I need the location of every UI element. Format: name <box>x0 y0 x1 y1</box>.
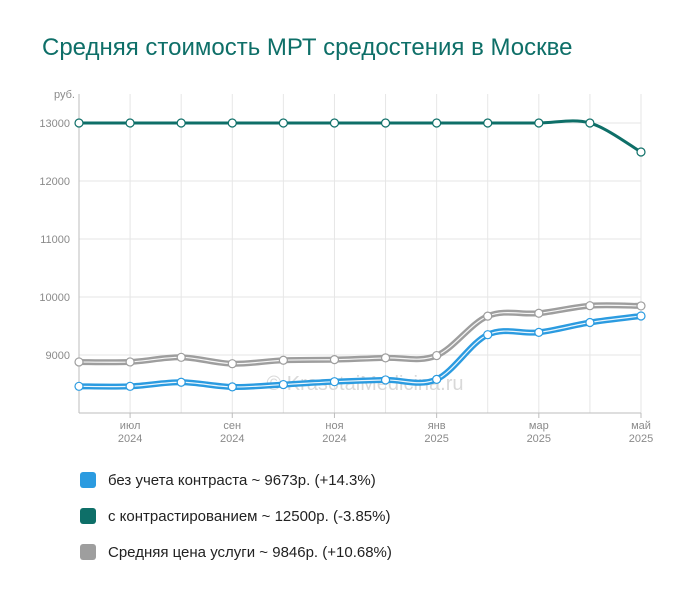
data-point-no-contrast <box>74 381 84 391</box>
data-point-average <box>329 355 340 365</box>
x-tick-year: 2024 <box>322 433 346 445</box>
x-tick-month: ноя <box>325 420 343 432</box>
legend-swatch-no-contrast <box>80 472 96 488</box>
data-point-average <box>380 353 391 363</box>
data-point-contrast <box>636 147 646 157</box>
data-point-contrast <box>380 118 391 128</box>
data-point-contrast <box>74 118 84 128</box>
data-point-no-contrast <box>176 377 186 387</box>
data-point-average <box>483 311 493 321</box>
data-point-contrast <box>534 118 544 128</box>
data-point-no-contrast <box>380 375 391 385</box>
data-point-average <box>176 352 186 362</box>
x-tick-year: 2025 <box>424 433 448 445</box>
y-tick-label: 12000 <box>39 176 70 188</box>
y-tick-label: 10000 <box>39 292 70 304</box>
data-point-average <box>227 359 237 369</box>
data-point-contrast <box>176 118 186 128</box>
data-point-contrast <box>432 118 442 128</box>
data-point-average <box>636 301 646 311</box>
data-point-contrast <box>483 118 493 128</box>
data-point-no-contrast <box>585 317 595 328</box>
legend-label-contrast: с контрастированием ~ 12500р. (-3.85%) <box>108 507 391 525</box>
x-tick-month: июл <box>120 420 141 432</box>
data-point-contrast <box>227 118 237 128</box>
data-point-no-contrast <box>125 381 135 391</box>
x-tick-month: янв <box>428 420 446 432</box>
legend-item-contrast[interactable]: с контрастированием ~ 12500р. (-3.85%) <box>80 498 392 534</box>
x-tick-month: май <box>631 420 651 432</box>
legend-label-no-contrast: без учета контраста ~ 9673р. (+14.3%) <box>108 471 376 489</box>
data-point-no-contrast <box>534 327 544 337</box>
data-point-no-contrast <box>483 330 493 340</box>
data-point-average <box>585 301 595 311</box>
x-tick-year: 2024 <box>220 433 244 445</box>
y-tick-label: 11000 <box>40 234 70 246</box>
data-point-no-contrast <box>636 311 646 321</box>
legend: без учета контраста ~ 9673р. (+14.3%) с … <box>80 462 392 570</box>
line-chart: 900010000110001200013000руб.июл2024сен20… <box>39 89 653 445</box>
y-tick-label: 13000 <box>39 118 70 130</box>
x-tick-year: 2025 <box>527 433 551 445</box>
data-point-contrast <box>125 118 135 128</box>
data-point-average <box>125 357 135 367</box>
data-point-contrast <box>585 118 595 128</box>
data-point-no-contrast <box>329 377 340 387</box>
data-point-no-contrast <box>278 379 288 390</box>
x-tick-year: 2024 <box>118 433 142 445</box>
legend-item-average[interactable]: Средняя цена услуги ~ 9846р. (+10.68%) <box>80 534 392 570</box>
data-point-average <box>534 308 544 318</box>
data-point-no-contrast <box>227 382 237 392</box>
y-tick-label: 9000 <box>46 350 70 362</box>
legend-swatch-average <box>80 544 96 560</box>
legend-item-no-contrast[interactable]: без учета контраста ~ 9673р. (+14.3%) <box>80 462 392 498</box>
data-point-no-contrast <box>432 374 442 384</box>
x-tick-month: мар <box>529 420 549 432</box>
data-point-contrast <box>329 118 340 128</box>
chart-title: Средняя стоимость МРТ средостения в Моск… <box>42 34 573 61</box>
x-tick-month: сен <box>223 420 241 432</box>
legend-label-average: Средняя цена услуги ~ 9846р. (+10.68%) <box>108 543 392 561</box>
watermark: © KrasotaiMedicina.ru <box>266 373 463 395</box>
legend-swatch-contrast <box>80 508 96 524</box>
data-point-average <box>278 355 288 365</box>
data-point-average <box>74 357 84 367</box>
series-line-contrast <box>77 119 643 154</box>
y-axis-unit: руб. <box>54 89 75 101</box>
data-point-contrast <box>278 118 288 128</box>
data-point-average <box>432 350 442 361</box>
x-tick-year: 2025 <box>629 433 653 445</box>
